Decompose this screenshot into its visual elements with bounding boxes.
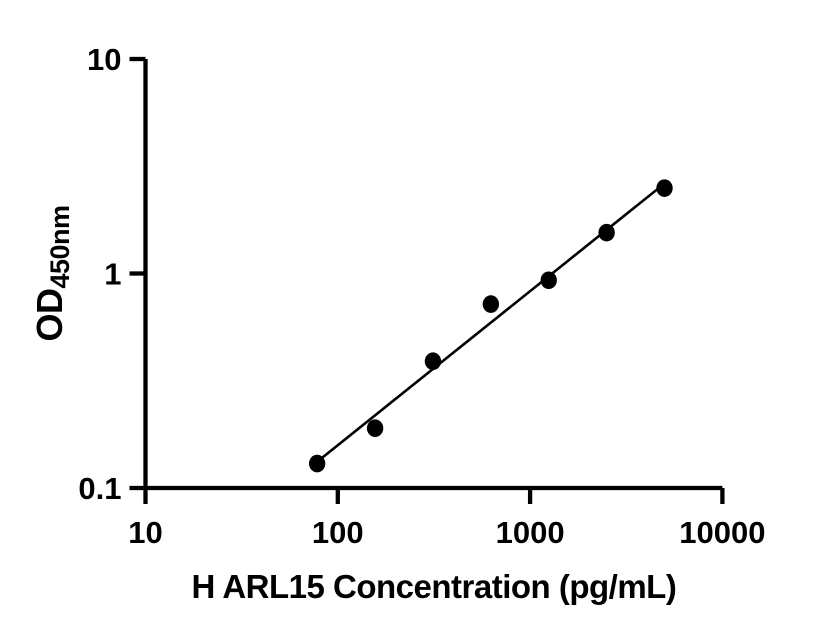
y-tick-label: 0.1: [78, 471, 121, 506]
x-tick-label: 10: [128, 515, 162, 550]
data-point: [482, 295, 500, 313]
axis-ticks: [129, 56, 725, 504]
data-point: [366, 419, 384, 438]
y-tick-label: 1: [104, 257, 121, 292]
axis-tick-labels: 0.1 1 10 10 100 1000 10000: [78, 42, 765, 550]
y-axis-title-main: OD: [29, 289, 70, 342]
x-tick-label: 1000: [496, 515, 565, 550]
data-point: [308, 454, 326, 473]
x-axis-title: H ARL15 Concentration (pg/mL): [192, 568, 677, 605]
x-tick-label: 10000: [679, 515, 765, 550]
data-point: [656, 179, 673, 197]
y-axis-title-subscript: 450nm: [45, 205, 75, 288]
axis-spine: [143, 59, 723, 491]
y-tick-label: 10: [87, 42, 121, 77]
trend-line: [316, 182, 666, 463]
y-axis-title: OD450nm: [29, 205, 75, 341]
data-point: [424, 352, 442, 371]
x-tick-label: 100: [312, 515, 364, 550]
data-point: [598, 223, 615, 242]
data-point: [540, 271, 557, 290]
axes: [143, 59, 723, 491]
data-points: [308, 179, 673, 473]
fit-line: [316, 182, 666, 463]
